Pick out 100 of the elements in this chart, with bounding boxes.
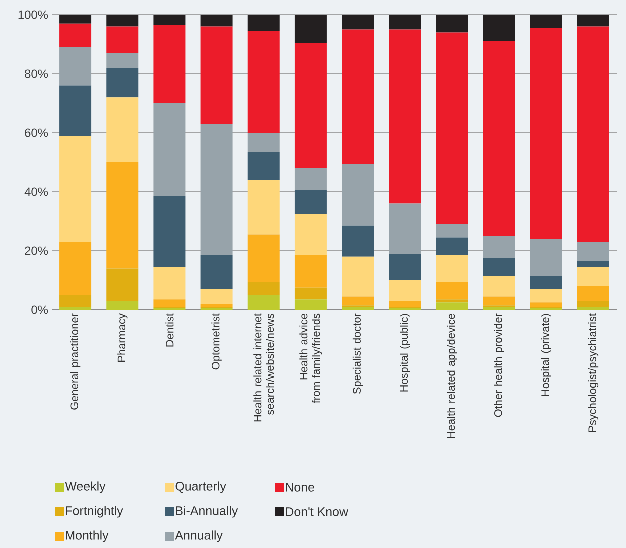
bar	[106, 268, 139, 302]
bar	[106, 301, 139, 310]
bar	[248, 133, 280, 152]
legend-label: Annually	[175, 530, 223, 542]
bar	[60, 242, 92, 296]
x-tick-label: General practitioner	[70, 314, 81, 410]
bar	[436, 302, 468, 310]
bar	[577, 301, 610, 308]
bar	[154, 300, 186, 308]
bar	[248, 31, 280, 133]
bar	[154, 196, 186, 268]
y-tick-label: 100%	[18, 10, 48, 20]
bar	[294, 288, 327, 300]
bar	[248, 282, 280, 296]
bar	[248, 295, 280, 310]
y-tick-label: 40%	[24, 188, 48, 196]
x-tick-label: Hospital (private)	[541, 314, 552, 396]
bar	[577, 286, 610, 302]
x-tick-label: Health related internet search/website/news	[254, 314, 274, 422]
bar	[436, 224, 468, 238]
bar	[294, 214, 327, 256]
bar	[436, 238, 468, 256]
bar	[60, 24, 92, 48]
bar	[294, 168, 327, 191]
legend-label: Quarterly	[176, 482, 226, 494]
y-tick-label: 0%	[32, 306, 48, 314]
bar	[248, 234, 280, 282]
bar	[106, 53, 139, 68]
bar	[154, 104, 186, 196]
bar	[200, 255, 233, 290]
bar	[577, 261, 610, 268]
bar	[342, 15, 374, 30]
bar	[530, 289, 562, 303]
bar	[342, 307, 374, 310]
bar	[154, 267, 186, 300]
bar	[530, 239, 562, 276]
bar	[436, 15, 468, 33]
x-tick-label: Pharmacy	[118, 314, 128, 362]
legend-label: Bi-Annually	[176, 506, 238, 518]
bar	[248, 15, 280, 32]
bar	[248, 180, 280, 235]
bar	[200, 26, 233, 124]
x-tick-label: Optometrist	[212, 314, 222, 370]
bar	[530, 302, 562, 308]
bar	[483, 15, 516, 42]
bar	[483, 296, 516, 306]
bar	[294, 190, 327, 214]
legend-label: Monthly	[66, 530, 109, 542]
bar	[389, 15, 422, 30]
legend-label: Don't Know	[286, 508, 349, 516]
bar	[389, 301, 422, 308]
bar	[60, 295, 92, 308]
bar	[436, 255, 468, 282]
x-tick-label: Other health provider	[494, 314, 504, 418]
legend-label: Weekly	[65, 482, 106, 494]
bar	[577, 267, 610, 286]
bar	[436, 282, 468, 300]
bar	[200, 15, 233, 27]
bar	[200, 289, 233, 304]
bar	[342, 256, 374, 297]
bar	[154, 25, 186, 104]
bar	[483, 236, 516, 258]
bar	[342, 296, 374, 306]
bar	[577, 242, 610, 262]
x-tick-label: Dentist	[166, 314, 174, 347]
bar	[200, 304, 233, 308]
bar	[294, 15, 327, 44]
x-tick-label: Specialist doctor	[352, 314, 364, 394]
x-tick-label: Hospital (public)	[400, 314, 410, 392]
bar	[106, 15, 139, 27]
bar	[60, 47, 92, 86]
bar	[200, 124, 233, 256]
bar	[248, 152, 280, 180]
bar	[389, 254, 422, 280]
bar	[577, 26, 610, 242]
bar	[389, 204, 422, 254]
bar	[60, 307, 92, 310]
x-tick-label: Psychologist/psychiatrist	[588, 314, 599, 432]
bar	[294, 255, 327, 288]
bar	[389, 30, 422, 204]
bar	[530, 276, 562, 290]
bar	[294, 43, 327, 168]
bar	[483, 307, 516, 310]
bar	[106, 162, 139, 269]
bar	[106, 26, 139, 54]
bar	[530, 28, 562, 240]
bar	[436, 32, 468, 224]
bar	[530, 15, 562, 28]
y-tick-label: 60%	[25, 128, 48, 138]
legend-label: Fortnightly	[66, 506, 124, 518]
y-tick-label: 20%	[25, 246, 48, 256]
bar	[154, 15, 186, 26]
bar	[389, 280, 422, 302]
bar	[577, 15, 610, 27]
bar	[106, 68, 139, 98]
bar	[483, 276, 516, 297]
bar	[60, 15, 92, 24]
bar	[483, 258, 516, 276]
bar	[342, 164, 374, 226]
bar	[483, 42, 516, 236]
